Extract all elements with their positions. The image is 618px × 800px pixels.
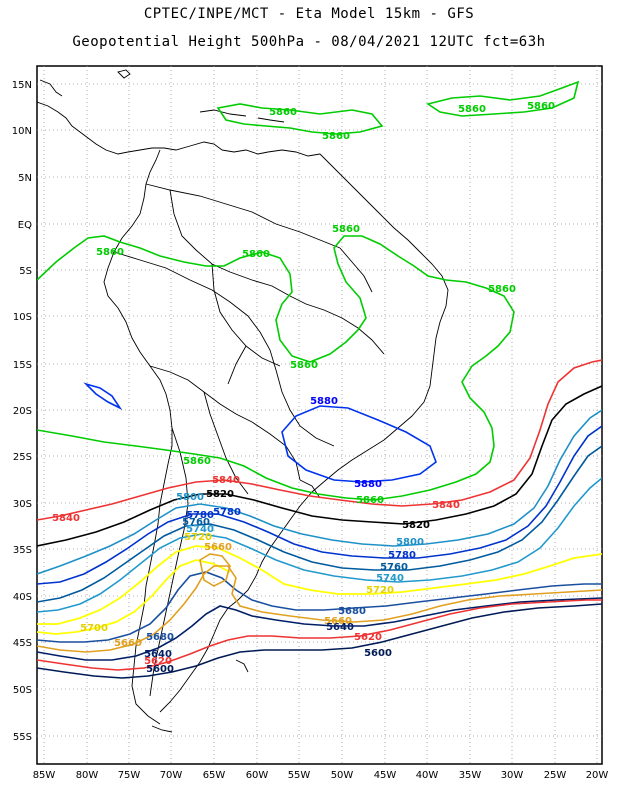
lon-label: 60W xyxy=(246,770,269,781)
contour-label-5680: 5680 xyxy=(146,632,174,643)
contour-label-5860: 5860 xyxy=(322,131,350,142)
contour-label-5860: 5860 xyxy=(488,284,516,295)
map-title: CPTEC/INPE/MCT - Eta Model 15km - GFS xyxy=(143,6,475,22)
lon-label: 70W xyxy=(160,770,183,781)
contour-label-5860: 5860 xyxy=(332,224,360,235)
lon-label: 75W xyxy=(118,770,141,781)
lon-label: 80W xyxy=(76,770,99,781)
contour-label-5860: 5860 xyxy=(242,249,270,260)
longitude-labels: 85W 80W 75W 70W 65W 60W 55W 50W 45W 40W 35W 30W 25W 2… xyxy=(33,770,609,781)
contour-label-5860: 5860 xyxy=(96,247,124,258)
contour-5820 xyxy=(37,385,602,547)
contour-label-5600: 5600 xyxy=(146,664,174,675)
contour-5720 xyxy=(37,545,602,625)
contour-label-5780: 5780 xyxy=(213,507,241,518)
contour-label-5880: 5880 xyxy=(310,396,338,407)
latitude-labels: 15N 10N 5N EQ 5S 10S 15S 20S 25S 30S 35S 40S 45S 50S 5… xyxy=(12,80,32,743)
lon-label: 25W xyxy=(544,770,567,781)
contour-label-5860: 5860 xyxy=(356,495,384,506)
lat-label: 30S xyxy=(13,499,32,510)
contour-5740 xyxy=(37,477,602,613)
contour-5800 xyxy=(37,409,602,575)
lon-label: 55W xyxy=(288,770,311,781)
lat-label: 5N xyxy=(18,173,32,184)
contour-lines xyxy=(37,80,602,679)
lon-label: 35W xyxy=(459,770,482,781)
contour-label-5840: 5840 xyxy=(212,475,240,486)
lat-label: 15N xyxy=(12,80,32,91)
contour-label-5780: 5780 xyxy=(388,550,416,561)
contour-label-5620: 5620 xyxy=(144,656,172,667)
contour-5680 xyxy=(37,571,602,643)
contour-5660 xyxy=(37,565,602,653)
contour-5880 xyxy=(281,405,437,483)
contour-label-5720: 5720 xyxy=(366,585,394,596)
contour-5700 xyxy=(37,559,231,635)
contour-label-5620: 5620 xyxy=(354,632,382,643)
contour-label-5660: 5660 xyxy=(114,638,142,649)
lon-label: 45W xyxy=(374,770,397,781)
contour-label-5720: 5720 xyxy=(184,532,212,543)
contour-label-5680: 5680 xyxy=(338,606,366,617)
contour-5780 xyxy=(37,425,602,585)
contour-5860-ne xyxy=(426,80,580,117)
lon-label: 20W xyxy=(586,770,609,781)
contour-label-5700: 5700 xyxy=(80,623,108,634)
map-frame xyxy=(36,65,603,765)
lat-label: 25S xyxy=(13,452,32,463)
contour-label-5760: 5760 xyxy=(380,562,408,573)
contour-label-5740: 5740 xyxy=(186,524,214,535)
contour-label-5640: 5640 xyxy=(144,649,172,660)
contour-label-5600: 5600 xyxy=(364,648,392,659)
contour-label-5800: 5800 xyxy=(396,537,424,548)
contour-label-5880: 5880 xyxy=(354,479,382,490)
contour-label-5820: 5820 xyxy=(206,489,234,500)
contour-label-5860: 5860 xyxy=(269,107,297,118)
lat-label: 35S xyxy=(13,545,32,556)
lat-label: 45S xyxy=(13,638,32,649)
lat-label: 40S xyxy=(13,592,32,603)
lat-label: 20S xyxy=(13,406,32,417)
lat-label: 10N xyxy=(12,126,32,137)
lat-label: 15S xyxy=(13,360,32,371)
lat-label: 5S xyxy=(19,266,32,277)
contour-5860-north xyxy=(216,103,384,135)
lon-label: 40W xyxy=(416,770,439,781)
lat-label: 10S xyxy=(13,312,32,323)
contour-label-5760: 5760 xyxy=(182,517,210,528)
lon-label: 50W xyxy=(331,770,354,781)
map-subtitle: Geopotential Height 500hPa - 08/04/2021 … xyxy=(72,34,546,50)
contour-label-5840: 5840 xyxy=(432,500,460,511)
contour-label-5660: 5660 xyxy=(324,616,352,627)
contour-label-5860: 5860 xyxy=(458,104,486,115)
contour-label-5780: 5780 xyxy=(186,510,214,521)
contour-label-5800: 5800 xyxy=(176,492,204,503)
lon-label: 65W xyxy=(203,770,226,781)
contour-5660-lobe xyxy=(199,553,231,587)
contour-5880-small xyxy=(83,382,123,411)
contour-5760 xyxy=(37,445,602,603)
contour-5860-main xyxy=(37,235,515,501)
contour-5620 xyxy=(37,599,602,671)
contour-label-5820: 5820 xyxy=(402,520,430,531)
contour-label-5740: 5740 xyxy=(376,573,404,584)
contour-label-5860: 5860 xyxy=(527,101,555,112)
lat-label: 55S xyxy=(13,732,32,743)
contour-label-5660: 5660 xyxy=(204,542,232,553)
lat-label: EQ xyxy=(18,220,32,231)
graticule xyxy=(37,66,602,764)
contour-label-5640: 5640 xyxy=(326,622,354,633)
contour-label-5860: 5860 xyxy=(290,360,318,371)
contour-label-5860: 5860 xyxy=(183,456,211,467)
lat-label: 50S xyxy=(13,685,32,696)
contour-label-5840: 5840 xyxy=(52,513,80,524)
lon-label: 30W xyxy=(501,770,524,781)
contour-labels: 5860 5860 5860 5860 5860 5860 5860 5860 5860 5860… xyxy=(52,101,555,675)
lon-label: 85W xyxy=(33,770,56,781)
contour-5600 xyxy=(37,603,602,679)
contour-5840 xyxy=(37,359,602,521)
coastlines-and-borders xyxy=(37,69,449,733)
contour-5640 xyxy=(37,597,602,661)
